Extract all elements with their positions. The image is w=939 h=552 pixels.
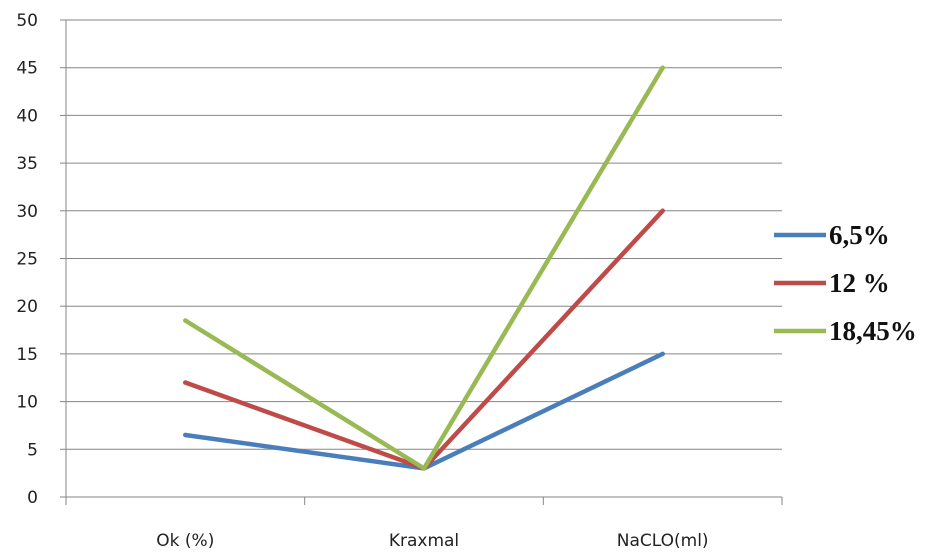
legend-label: 6,5%	[829, 220, 890, 250]
series-line-1	[183, 351, 665, 471]
y-tick-label: 45	[16, 59, 38, 79]
y-tick-label: 10	[16, 393, 38, 413]
y-tick-label: 50	[16, 11, 38, 31]
data-point	[183, 318, 188, 323]
legend-label: 18,45%	[829, 316, 917, 346]
y-tick-label: 30	[16, 202, 38, 222]
y-tick-label: 5	[27, 440, 38, 460]
data-point	[183, 380, 188, 385]
legend: 6,5% 12 % 18,45%	[774, 220, 917, 346]
y-tick-label: 0	[27, 488, 38, 508]
x-tick-label: Kraxmal	[389, 531, 459, 551]
x-tick-label: Ok (%)	[156, 531, 214, 551]
series-lines	[183, 65, 665, 471]
y-tick-label: 40	[16, 106, 38, 126]
y-tick-label: 15	[16, 345, 38, 365]
y-tick-label: 25	[16, 250, 38, 270]
data-point	[660, 65, 665, 70]
data-point	[421, 466, 427, 471]
y-tick-label: 35	[16, 154, 38, 174]
series-line-2	[183, 208, 665, 471]
data-point	[660, 208, 665, 213]
gridlines	[66, 19, 782, 450]
data-point	[183, 432, 188, 438]
x-tick-labels: Ok (%) Kraxmal NaCLO(ml)	[65, 497, 783, 551]
legend-label: 12 %	[829, 268, 890, 298]
y-tick-label: 20	[16, 297, 38, 317]
x-tick-label: NaCLO(ml)	[617, 531, 709, 551]
y-tick-labels: 0 5 10 15 20 25 30 35 40 45 50	[16, 11, 66, 508]
data-point	[660, 351, 665, 357]
